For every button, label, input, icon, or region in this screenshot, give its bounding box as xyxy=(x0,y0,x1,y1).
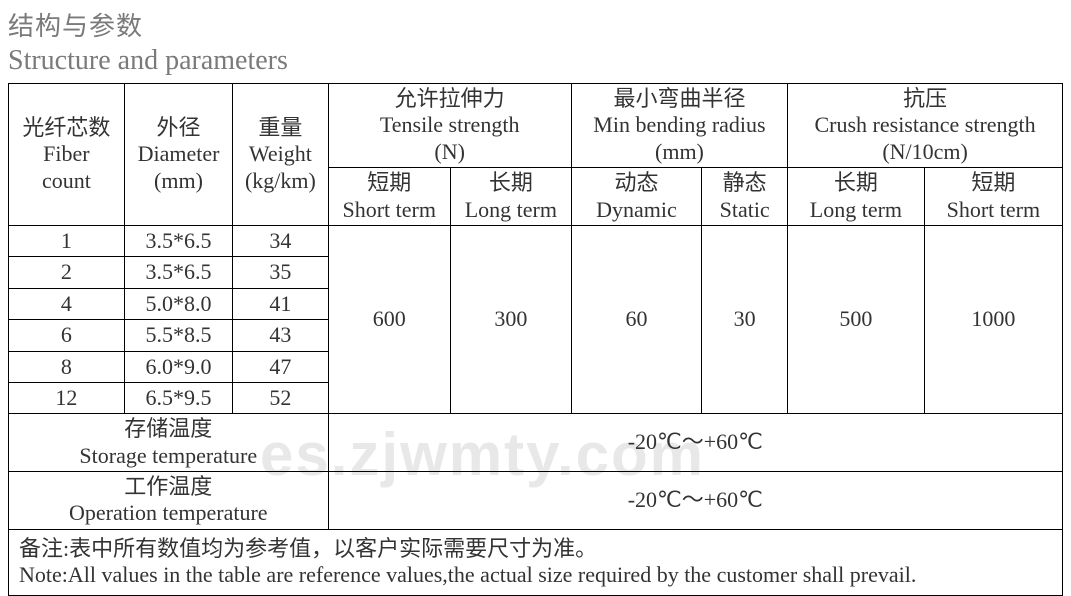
hdr-crush-long: 长期 Long term xyxy=(788,168,925,226)
hdr-diameter: 外径 Diameter (mm) xyxy=(124,84,232,226)
cell-weight: 52 xyxy=(233,382,328,413)
hdr-tensile-long: 长期 Long term xyxy=(450,168,571,226)
cell-weight: 47 xyxy=(233,351,328,382)
cell-tensile-short: 600 xyxy=(328,225,450,413)
hdr-crush: 抗压 Crush resistance strength (N/10cm) xyxy=(788,84,1063,168)
storage-value: -20℃～+60℃ xyxy=(328,414,1062,472)
cell-crush-short: 1000 xyxy=(924,225,1062,413)
cell-count: 1 xyxy=(9,225,125,256)
hdr-weight: 重量 Weight (kg/km) xyxy=(233,84,328,226)
cell-diameter: 6.5*9.5 xyxy=(124,382,232,413)
cell-bending-dynamic: 60 xyxy=(571,225,701,413)
hdr-tensile: 允许拉伸力 Tensile strength (N) xyxy=(328,84,571,168)
cell-weight: 34 xyxy=(233,225,328,256)
cell-diameter: 3.5*6.5 xyxy=(124,257,232,288)
hdr-bending-dynamic: 动态 Dynamic xyxy=(571,168,701,226)
footnote-row: 备注:表中所有数值均为参考值，以客户实际需要尺寸为准。 Note:All val… xyxy=(9,529,1063,595)
cell-count: 4 xyxy=(9,288,125,319)
storage-row: 存储温度 Storage temperature -20℃～+60℃ xyxy=(9,414,1063,472)
heading-en: Structure and parameters xyxy=(8,45,1063,77)
heading-cn: 结构与参数 xyxy=(8,6,1063,43)
operation-row: 工作温度 Operation temperature -20℃～+60℃ xyxy=(9,472,1063,530)
hdr-crush-short: 短期 Short term xyxy=(924,168,1062,226)
cell-diameter: 3.5*6.5 xyxy=(124,225,232,256)
table-row: 1 3.5*6.5 34 600 300 60 30 500 1000 xyxy=(9,225,1063,256)
cell-diameter: 6.0*9.0 xyxy=(124,351,232,382)
cell-tensile-long: 300 xyxy=(450,225,571,413)
cell-count: 2 xyxy=(9,257,125,288)
footnote: 备注:表中所有数值均为参考值，以客户实际需要尺寸为准。 Note:All val… xyxy=(9,529,1063,595)
cell-count: 8 xyxy=(9,351,125,382)
operation-value: -20℃～+60℃ xyxy=(328,472,1062,530)
cell-count: 6 xyxy=(9,320,125,351)
hdr-fiber-count: 光纤芯数 Fiber count xyxy=(9,84,125,226)
cell-bending-static: 30 xyxy=(702,225,788,413)
cell-diameter: 5.0*8.0 xyxy=(124,288,232,319)
cell-weight: 35 xyxy=(233,257,328,288)
cell-weight: 41 xyxy=(233,288,328,319)
hdr-tensile-short: 短期 Short term xyxy=(328,168,450,226)
storage-label: 存储温度 Storage temperature xyxy=(9,414,329,472)
hdr-bending-static: 静态 Static xyxy=(702,168,788,226)
page-heading: 结构与参数 Structure and parameters xyxy=(0,0,1071,77)
spec-table: 光纤芯数 Fiber count 外径 Diameter (mm) 重量 Wei… xyxy=(8,83,1063,596)
hdr-bending: 最小弯曲半径 Min bending radius (mm) xyxy=(571,84,787,168)
cell-crush-long: 500 xyxy=(788,225,925,413)
cell-weight: 43 xyxy=(233,320,328,351)
operation-label: 工作温度 Operation temperature xyxy=(9,472,329,530)
cell-diameter: 5.5*8.5 xyxy=(124,320,232,351)
cell-count: 12 xyxy=(9,382,125,413)
